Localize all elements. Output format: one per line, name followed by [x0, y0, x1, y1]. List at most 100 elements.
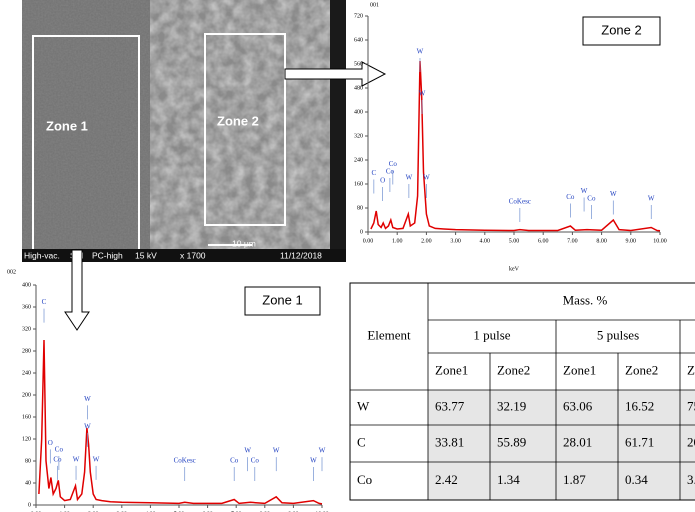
info-text: High-vac. — [24, 250, 60, 260]
table-text: 5 pulses — [597, 327, 639, 342]
x-tick-label: 8.00 — [596, 238, 607, 244]
x-tick-label: 2.00 — [421, 238, 432, 244]
peak-label: W — [406, 174, 413, 182]
x-tick-label: 1.00 — [392, 238, 403, 244]
x-tick-label: 0.00 — [363, 238, 374, 244]
table-text: 2.42 — [435, 472, 458, 487]
table-text: 16.52 — [625, 398, 654, 413]
table-text: Co — [357, 472, 372, 487]
table-text: 55.89 — [497, 434, 526, 449]
peak-label: W — [84, 395, 91, 403]
x-tick-label: 4.00 — [480, 238, 491, 244]
x-tick-label: 7.00 — [567, 238, 578, 244]
table-text: 1.87 — [563, 472, 586, 487]
table-text: 63.06 — [563, 398, 593, 413]
cell-bg — [428, 390, 695, 425]
peak-label: O — [380, 177, 385, 185]
peak-label: Co — [566, 193, 575, 201]
peak-label: W — [419, 90, 426, 98]
info-text: x 1700 — [180, 250, 206, 260]
peak-label: Co — [386, 168, 395, 176]
x-tick-label: 10.00 — [653, 238, 667, 244]
y-tick-label: 400 — [354, 109, 363, 115]
table-text: C — [357, 434, 366, 449]
table-text: 0.34 — [625, 472, 648, 487]
x-tick-label: 5.00 — [509, 238, 520, 244]
table-text: W — [357, 398, 370, 413]
y-tick-label: 640 — [354, 37, 363, 43]
table-text: 63.77 — [435, 398, 465, 413]
x-axis-label: keV — [509, 266, 520, 272]
peak-label: W — [610, 190, 617, 198]
y-tick-label: 360 — [22, 304, 31, 310]
y-tick-label: 720 — [354, 13, 363, 19]
y-tick-label: 280 — [22, 348, 31, 354]
table-text: 75 — [687, 398, 695, 413]
info-text: 11/12/2018 — [280, 250, 322, 260]
figure: Zone 1 Zone 2 High-vac.SEIPC-high15 kVx … — [0, 0, 695, 512]
cell-bg — [428, 462, 695, 500]
y-tick-label: 80 — [25, 458, 31, 464]
y-tick-label: 40 — [25, 480, 31, 486]
y-tick-label: 0 — [360, 229, 363, 235]
y-tick-label: 160 — [22, 414, 31, 420]
y-tick-label: 240 — [22, 370, 31, 376]
peak-label: C — [42, 298, 47, 306]
peak-label: W — [273, 447, 280, 455]
table-text: Zone1 — [435, 362, 468, 377]
chart-title: 002 — [7, 269, 16, 275]
zone-label: Zone 1 — [46, 118, 88, 133]
peak-label: W — [423, 174, 430, 182]
y-tick-label: 200 — [22, 392, 31, 398]
table-text: 28.01 — [563, 434, 592, 449]
table-text: 61.71 — [625, 434, 654, 449]
peak-label: CoKesc — [174, 457, 196, 465]
peak-label: W — [648, 195, 655, 203]
peak-label: Co — [53, 456, 62, 464]
table-text: Mass. % — [563, 292, 608, 307]
info-text: PC-high — [92, 250, 123, 260]
zone-label: Zone 2 — [601, 22, 641, 37]
peak-label: W — [73, 456, 80, 464]
peak-label: CoKesc — [509, 198, 531, 206]
peak-label: C — [372, 169, 377, 177]
peak-label: O — [48, 439, 53, 447]
table-text: Zone2 — [497, 362, 530, 377]
y-tick-label: 400 — [22, 282, 31, 288]
zone-label: Zone 2 — [217, 113, 259, 128]
x-tick-label: 6.00 — [538, 238, 549, 244]
y-tick-label: 320 — [22, 326, 31, 332]
zone-label: Zone 1 — [262, 292, 302, 307]
table-text: 3.9 — [687, 472, 695, 487]
spectrum — [39, 340, 322, 504]
peak-label: W — [84, 423, 91, 431]
x-tick-label: 3.00 — [450, 238, 461, 244]
y-tick-label: 160 — [354, 181, 363, 187]
peak-label: W — [93, 456, 100, 464]
x-tick-label: 9.00 — [626, 238, 637, 244]
table-text: 1 pulse — [473, 327, 510, 342]
table-text: 33.81 — [435, 434, 464, 449]
info-text: 15 kV — [135, 250, 157, 260]
table-text: 1.34 — [497, 472, 520, 487]
cell-bg — [428, 425, 695, 462]
peak-label: W — [310, 457, 317, 465]
table-text: Zone1 — [563, 362, 596, 377]
peak-label: Co — [55, 446, 64, 454]
y-tick-label: 0 — [28, 502, 31, 508]
peak-label: Co — [587, 195, 596, 203]
y-tick-label: 560 — [354, 61, 363, 67]
peak-label: Co — [230, 457, 239, 465]
peak-label: W — [417, 48, 424, 56]
y-tick-label: 320 — [354, 133, 363, 139]
peak-label: Co — [251, 457, 260, 465]
y-tick-label: 120 — [22, 436, 31, 442]
table-text: Zo — [687, 362, 695, 377]
table-text: Element — [367, 327, 411, 342]
y-tick-label: 240 — [354, 157, 363, 163]
peak-label: W — [244, 447, 251, 455]
table-text: Zone2 — [625, 362, 658, 377]
peak-label: W — [319, 447, 326, 455]
chart-title: 001 — [370, 2, 379, 8]
